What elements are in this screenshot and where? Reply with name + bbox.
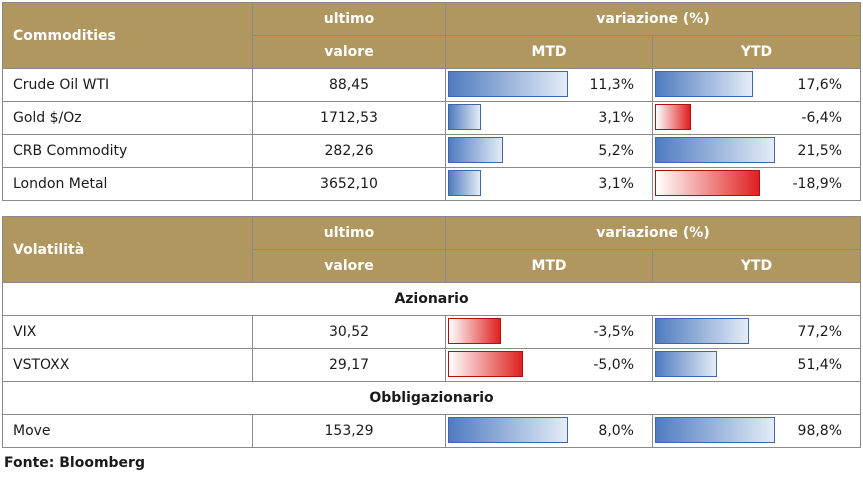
- ytd-cell: -6,4%: [651, 101, 862, 135]
- ytd-label: 17,6%: [797, 77, 843, 93]
- ytd-bar: [655, 137, 775, 163]
- mtd-bar: [448, 71, 568, 97]
- mtd-cell: 11,3%: [445, 68, 653, 102]
- mtd-cell: -3,5%: [445, 315, 653, 349]
- mtd-label: 8,0%: [598, 423, 634, 439]
- header-last-top: ultimo: [252, 216, 446, 250]
- mtd-label: 5,2%: [598, 143, 634, 159]
- header-ytd: YTD: [651, 35, 862, 69]
- ytd-cell: 77,2%: [651, 315, 862, 349]
- ytd-cell: 17,6%: [651, 68, 862, 102]
- table-row: VIX 30,52 -3,5% 77,2%: [2, 315, 862, 349]
- header-last-bottom: valore: [252, 35, 446, 69]
- row-value: 282,26: [252, 134, 446, 168]
- volatility-header-row-1: Volatilità ultimo variazione (%): [2, 216, 862, 283]
- row-name: Crude Oil WTI: [2, 68, 253, 102]
- ytd-cell: 21,5%: [651, 134, 862, 168]
- ytd-bar: [655, 104, 691, 130]
- table-row: Gold $/Oz 1712,53 3,1% -6,4%: [2, 101, 862, 135]
- ytd-bar: [655, 417, 775, 443]
- section-row: Azionario: [1, 282, 862, 316]
- volatility-table: Volatilità ultimo variazione (%) valore …: [1, 216, 862, 448]
- row-name: Move: [2, 414, 253, 448]
- mtd-bar: [448, 417, 568, 443]
- commodities-header-name: Commodities: [2, 2, 253, 69]
- mtd-bar: [448, 351, 523, 377]
- commodities-header-row-2: valore MTD YTD: [3, 35, 862, 69]
- mtd-cell: 3,1%: [445, 101, 653, 135]
- table-row: Crude Oil WTI 88,45 11,3% 17,6%: [2, 68, 862, 102]
- mtd-cell: 3,1%: [445, 167, 653, 201]
- row-name: Gold $/Oz: [2, 101, 253, 135]
- mtd-bar: [448, 137, 503, 163]
- table-row: Move 153,29 8,0% 98,8%: [2, 414, 862, 448]
- ytd-label: 98,8%: [797, 423, 843, 439]
- mtd-label: 3,1%: [598, 176, 634, 192]
- mtd-cell: 8,0%: [445, 414, 653, 448]
- mtd-label: 11,3%: [589, 77, 634, 93]
- mtd-cell: -5,0%: [445, 348, 653, 382]
- header-ytd: YTD: [651, 249, 862, 283]
- mtd-label: -5,0%: [593, 357, 634, 373]
- ytd-label: -18,9%: [792, 176, 843, 192]
- row-value: 29,17: [252, 348, 446, 382]
- mtd-bar: [448, 318, 501, 344]
- ytd-cell: -18,9%: [651, 167, 862, 201]
- mtd-bar: [448, 170, 481, 196]
- row-name: VIX: [2, 315, 253, 349]
- table-row: CRB Commodity 282,26 5,2% 21,5%: [2, 134, 862, 168]
- row-value: 153,29: [252, 414, 446, 448]
- header-last-top: ultimo: [252, 2, 446, 36]
- section-title: Azionario: [1, 282, 862, 316]
- row-value: 88,45: [252, 68, 446, 102]
- mtd-label: 3,1%: [598, 110, 634, 126]
- ytd-cell: 98,8%: [651, 414, 862, 448]
- source-note: Fonte: Bloomberg: [4, 455, 145, 471]
- mtd-label: -3,5%: [593, 324, 634, 340]
- table-row: VSTOXX 29,17 -5,0% 51,4%: [2, 348, 862, 382]
- ytd-bar: [655, 351, 717, 377]
- row-name: CRB Commodity: [2, 134, 253, 168]
- ytd-label: 77,2%: [797, 324, 843, 340]
- header-change: variazione (%): [444, 2, 862, 36]
- section-title: Obbligazionario: [1, 381, 862, 415]
- ytd-bar: [655, 318, 749, 344]
- row-name: VSTOXX: [2, 348, 253, 382]
- table-row: London Metal 3652,10 3,1% -18,9%: [2, 167, 862, 201]
- header-last-bottom: valore: [252, 249, 446, 283]
- row-name: London Metal: [2, 167, 253, 201]
- ytd-cell: 51,4%: [651, 348, 862, 382]
- header-mtd: MTD: [445, 249, 653, 283]
- header-mtd: MTD: [445, 35, 653, 69]
- commodities-header-row-1: Commodities ultimo variazione (%): [2, 2, 862, 69]
- section-row: Obbligazionario: [1, 381, 862, 415]
- ytd-label: 51,4%: [797, 357, 843, 373]
- commodities-table: Commodities ultimo variazione (%) valore…: [2, 2, 862, 201]
- header-change: variazione (%): [444, 216, 862, 250]
- ytd-label: 21,5%: [797, 143, 843, 159]
- row-value: 3652,10: [252, 167, 446, 201]
- row-value: 1712,53: [252, 101, 446, 135]
- mtd-bar: [448, 104, 481, 130]
- volatility-header-row-2: valore MTD YTD: [3, 249, 862, 283]
- ytd-bar: [655, 170, 760, 196]
- volatility-header-name: Volatilità: [2, 216, 253, 283]
- mtd-cell: 5,2%: [445, 134, 653, 168]
- ytd-bar: [655, 71, 753, 97]
- row-value: 30,52: [252, 315, 446, 349]
- ytd-label: -6,4%: [801, 110, 843, 126]
